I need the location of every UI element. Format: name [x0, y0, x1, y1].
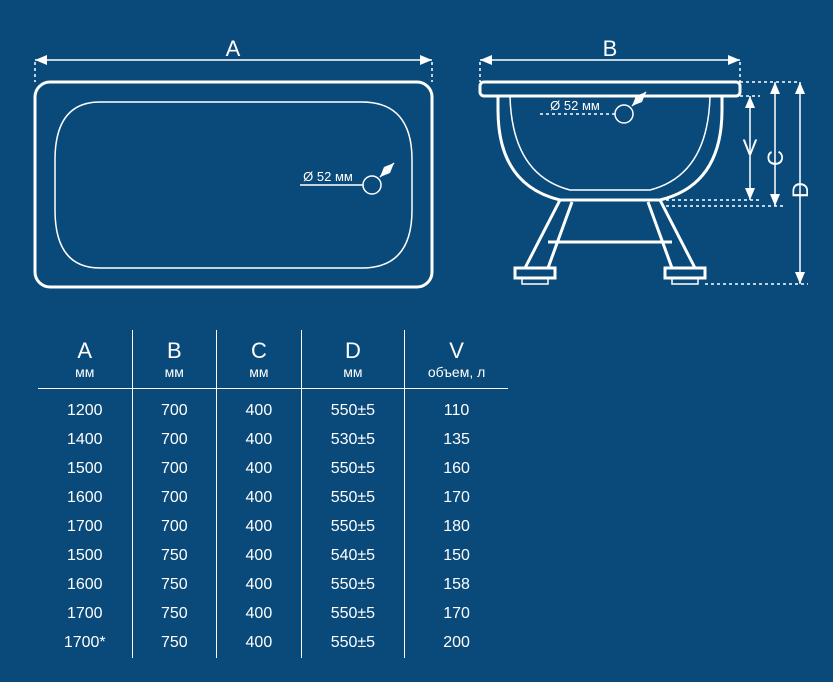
col-header-unit: мм: [301, 364, 404, 389]
table-cell: 1200: [38, 389, 132, 426]
table-cell: 180: [405, 513, 508, 542]
table-cell: 400: [217, 455, 302, 484]
table-row: 1500700400550±5160: [38, 455, 508, 484]
table-cell: 750: [132, 542, 217, 571]
table-cell: 750: [132, 629, 217, 658]
table-cell: 700: [132, 389, 217, 426]
table-cell: 170: [405, 600, 508, 629]
table-row: 1700750400550±5170: [38, 600, 508, 629]
col-header-unit: мм: [217, 364, 302, 389]
col-header-unit: мм: [38, 364, 132, 389]
table-cell: 550±5: [301, 513, 404, 542]
table-row: 1700*750400550±5200: [38, 629, 508, 658]
table-cell: 1700: [38, 513, 132, 542]
table-cell: 530±5: [301, 426, 404, 455]
table-cell: 700: [132, 455, 217, 484]
dim-b-label: B: [603, 36, 618, 61]
col-header-letter: B: [132, 330, 217, 364]
table-cell: 200: [405, 629, 508, 658]
table-cell: 540±5: [301, 542, 404, 571]
drain-label-right: Ø 52 мм: [550, 98, 600, 113]
table-row: 1500750400540±5150: [38, 542, 508, 571]
col-header-letter: A: [38, 330, 132, 364]
table-cell: 400: [217, 600, 302, 629]
table-cell: 1400: [38, 426, 132, 455]
table-row: 1200700400550±5110: [38, 389, 508, 426]
col-header-letter: V: [405, 330, 508, 364]
dim-c-label: C: [763, 150, 788, 166]
col-header-unit: объем, л: [405, 364, 508, 389]
table-row: 1600700400550±5170: [38, 484, 508, 513]
col-header-letter: C: [217, 330, 302, 364]
col-header-unit: мм: [132, 364, 217, 389]
table-cell: 400: [217, 629, 302, 658]
table-cell: 700: [132, 426, 217, 455]
dimensions-table: ABCDV ммммммммобъем, л 1200700400550±511…: [38, 330, 508, 658]
table-cell: 550±5: [301, 629, 404, 658]
table-cell: 400: [217, 484, 302, 513]
table-cell: 170: [405, 484, 508, 513]
table-cell: 160: [405, 455, 508, 484]
table-cell: 110: [405, 389, 508, 426]
technical-diagram: A Ø 52 мм B Ø 52 мм: [0, 10, 833, 300]
table-cell: 150: [405, 542, 508, 571]
table-cell: 400: [217, 571, 302, 600]
table-cell: 1500: [38, 455, 132, 484]
dim-a-label: A: [226, 36, 241, 61]
table-row: 1700700400550±5180: [38, 513, 508, 542]
table-cell: 700: [132, 484, 217, 513]
table-cell: 400: [217, 389, 302, 426]
table-cell: 400: [217, 513, 302, 542]
table-cell: 550±5: [301, 484, 404, 513]
table-cell: 1600: [38, 571, 132, 600]
table-cell: 400: [217, 426, 302, 455]
table-row: 1400700400530±5135: [38, 426, 508, 455]
table-cell: 400: [217, 542, 302, 571]
table-row: 1600750400550±5158: [38, 571, 508, 600]
table-cell: 550±5: [301, 571, 404, 600]
table-cell: 700: [132, 513, 217, 542]
table-cell: 1700: [38, 600, 132, 629]
table-cell: 750: [132, 571, 217, 600]
table-cell: 550±5: [301, 600, 404, 629]
table-cell: 750: [132, 600, 217, 629]
table-cell: 1600: [38, 484, 132, 513]
col-header-letter: D: [301, 330, 404, 364]
table-cell: 1500: [38, 542, 132, 571]
table-cell: 550±5: [301, 389, 404, 426]
dim-d-label: D: [788, 182, 813, 198]
drain-label-left: Ø 52 мм: [303, 169, 353, 184]
dim-v-label: V: [743, 135, 758, 160]
table-cell: 1700*: [38, 629, 132, 658]
table-cell: 550±5: [301, 455, 404, 484]
table-cell: 135: [405, 426, 508, 455]
table-cell: 158: [405, 571, 508, 600]
